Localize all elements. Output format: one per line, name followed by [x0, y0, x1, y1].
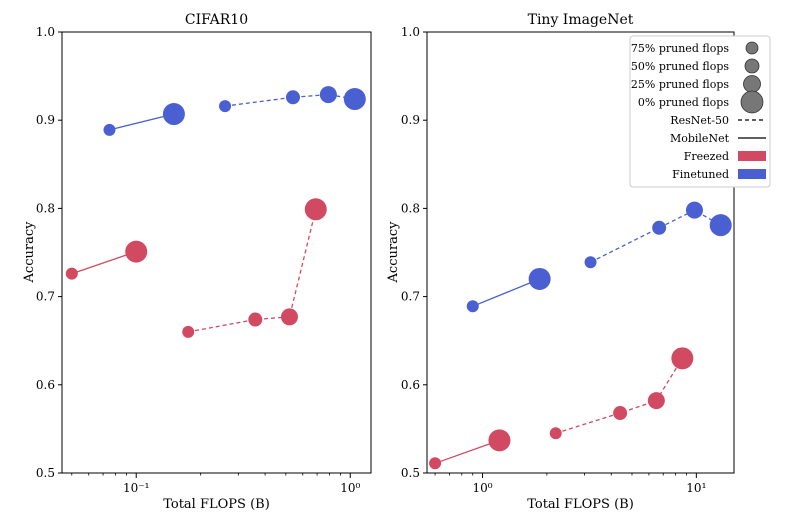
tiny-imagenet-ylabel: Accuracy [386, 221, 401, 284]
data-point [248, 312, 263, 327]
legend-marker [745, 41, 759, 55]
series-line [188, 209, 317, 333]
legend-patch [738, 169, 766, 179]
tiny-imagenet-panel: Tiny ImageNet Total FLOPS (B) Accuracy 0… [386, 12, 735, 512]
tiny-imagenet-marks: 0.5 0.6 0.7 0.8 0.9 1.0 10⁰ 10¹ [401, 25, 732, 495]
legend-label: 50% pruned flops [631, 60, 729, 73]
y-tick-label: 1.0 [36, 25, 55, 39]
legend-label: 75% pruned flops [631, 42, 729, 55]
y-tick-label: 0.5 [401, 466, 420, 480]
data-point [162, 103, 185, 126]
cifar10-ylabel: Accuracy [22, 221, 37, 284]
data-point [343, 88, 366, 111]
y-tick-label: 0.6 [401, 378, 420, 392]
x-tick-label: 10⁻¹ [123, 481, 149, 495]
cifar10-xlabel: Total FLOPS (B) [163, 497, 270, 512]
series-line [555, 357, 683, 434]
data-point [488, 429, 511, 452]
data-point [429, 457, 442, 470]
series-line [109, 113, 175, 131]
data-point [528, 267, 551, 290]
series-line [71, 250, 137, 275]
legend-patch [738, 151, 766, 161]
y-tick-label: 0.7 [36, 290, 55, 304]
tiny-imagenet-xlabel: Total FLOPS (B) [527, 497, 634, 512]
legend: 75% pruned flops 50% pruned flops 25% prun… [629, 35, 771, 188]
data-point [65, 267, 78, 280]
legend-box [629, 35, 771, 188]
tiny-imagenet-plot-frame [426, 31, 735, 474]
data-point [584, 256, 597, 269]
legend-label: ResNet-50 [670, 114, 729, 127]
y-tick-label: 0.5 [36, 466, 55, 480]
data-point [652, 220, 667, 235]
data-point [549, 427, 562, 440]
y-tick-label: 0.7 [401, 290, 420, 304]
data-point [103, 123, 116, 136]
legend-label: Freezed [684, 150, 729, 163]
cifar10-plot-frame [61, 31, 372, 474]
data-point [685, 201, 703, 219]
data-point [219, 100, 232, 113]
x-tick-label: 10⁰ [340, 481, 360, 495]
y-tick-label: 0.6 [36, 378, 55, 392]
cifar10-panel: CIFAR10 Total FLOPS (B) Accuracy 0.50.60… [22, 12, 372, 512]
y-tick-label: 0.8 [401, 201, 420, 215]
x-tick-label: 10⁰ [472, 481, 492, 495]
data-point [304, 198, 327, 221]
legend-marker [740, 90, 764, 114]
data-point [319, 86, 337, 104]
data-point [613, 406, 628, 421]
data-point [280, 308, 298, 326]
data-point [709, 214, 732, 237]
legend-label: Finetuned [672, 168, 729, 181]
cifar10-marks: 0.5 0.6 0.7 0.8 0.9 1.0 10⁻¹ 10⁰ [36, 25, 366, 495]
tiny-imagenet-title: Tiny ImageNet [528, 12, 634, 28]
legend-label: MobileNet [670, 132, 730, 145]
y-tick-label: 1.0 [401, 25, 420, 39]
data-point [182, 325, 195, 338]
data-point [285, 90, 300, 105]
legend-label: 25% pruned flops [631, 78, 729, 91]
series-line [434, 439, 500, 464]
y-tick-label: 0.9 [36, 113, 55, 127]
data-point [125, 240, 148, 263]
series-line [224, 93, 355, 107]
legend-marker [743, 75, 761, 93]
legend-label: 0% pruned flops [638, 96, 729, 109]
data-point [647, 392, 665, 410]
y-tick-label: 0.9 [401, 113, 420, 127]
y-tick-label: 0.8 [36, 201, 55, 215]
series-line [472, 278, 540, 307]
data-point [671, 347, 694, 370]
cifar10-title: CIFAR10 [185, 12, 248, 28]
legend-marker [744, 58, 760, 74]
series-line [590, 209, 722, 263]
data-point [466, 300, 479, 313]
x-tick-label: 10¹ [686, 481, 706, 495]
